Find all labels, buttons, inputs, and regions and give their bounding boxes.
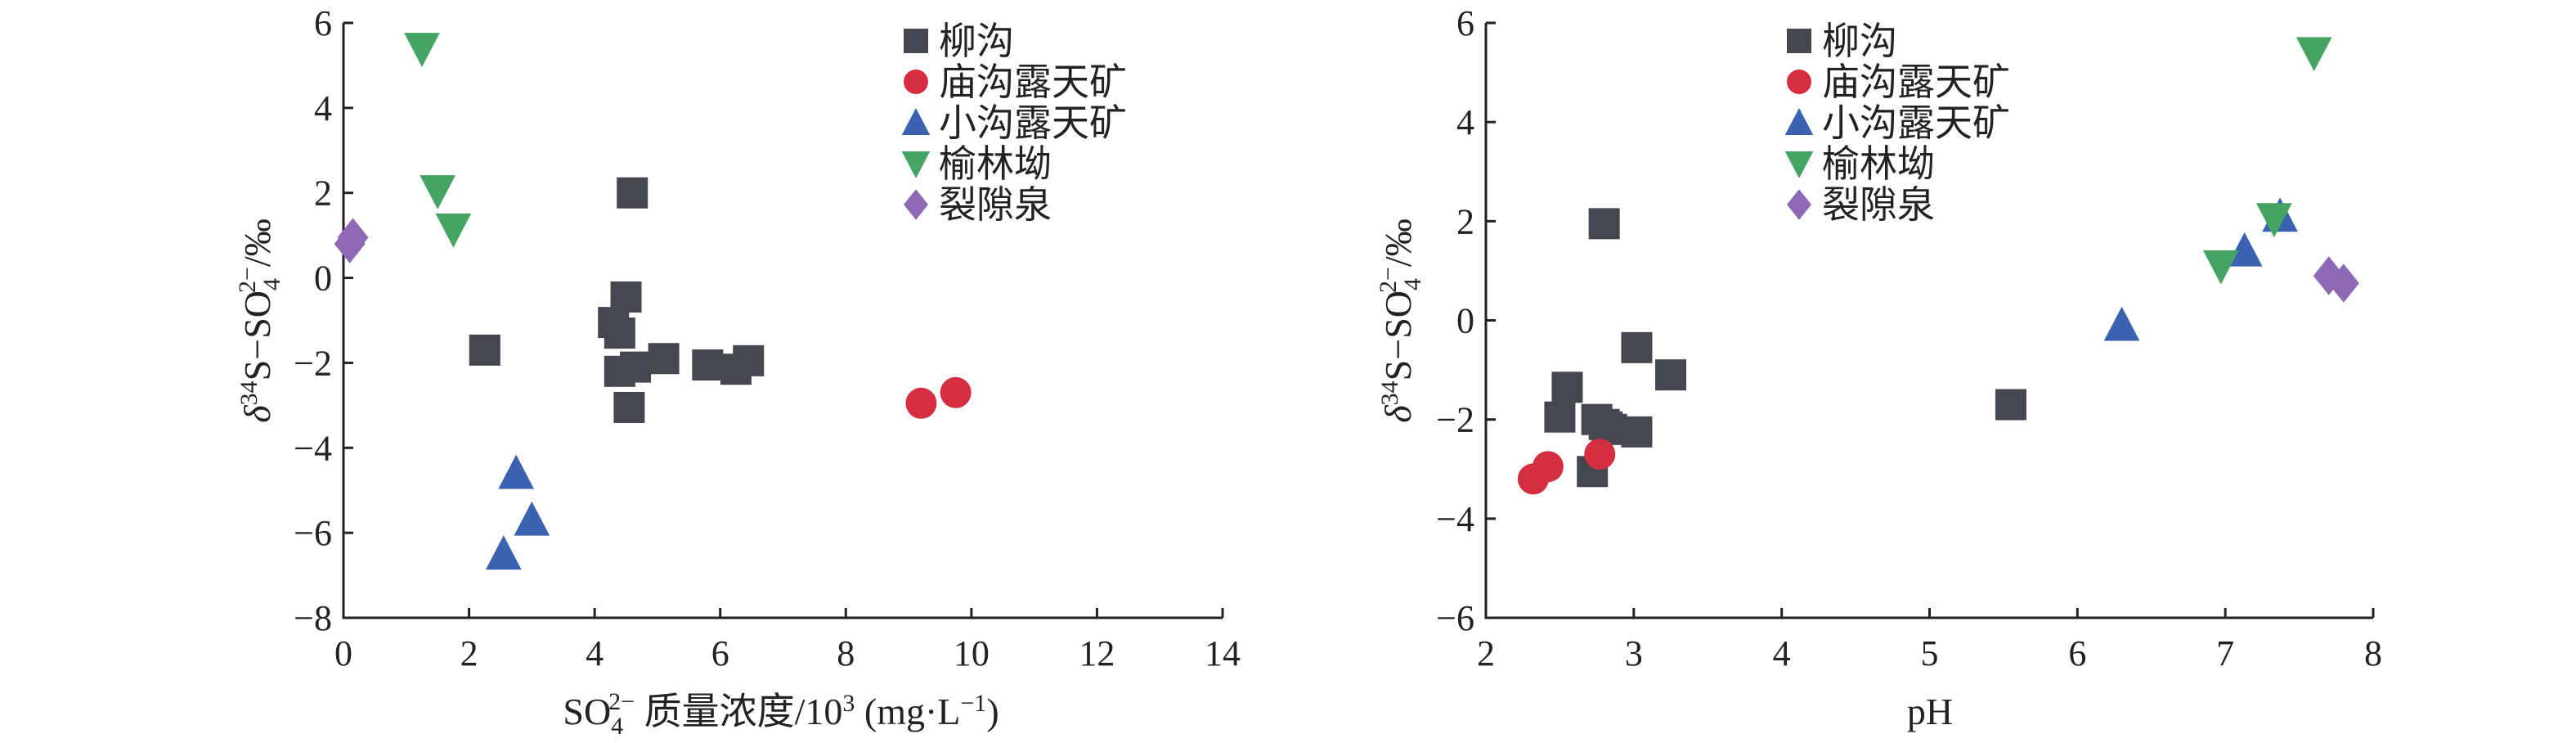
data-point-triangle-up — [485, 535, 522, 570]
x-tick-label: 6 — [711, 633, 729, 673]
data-point-square — [620, 351, 652, 383]
legend-marker-triangle-down — [901, 151, 931, 178]
data-point-square — [1588, 208, 1620, 240]
data-point-triangle-down — [404, 33, 440, 67]
data-point-square — [613, 391, 645, 423]
legend-marker-circle — [1787, 70, 1811, 94]
y-tick-label: 2 — [1456, 201, 1474, 241]
x-tick-label: 2 — [1477, 633, 1495, 673]
data-point-circle — [1584, 439, 1616, 471]
data-point-square — [1621, 416, 1653, 448]
data-point-triangle-down — [2296, 37, 2332, 72]
y-tick-label: 2 — [314, 173, 332, 214]
x-tick-label: 10 — [954, 633, 990, 673]
legend-label: 小沟露天矿 — [1822, 101, 2010, 145]
chart-ph: pH δ34S−SO42−/‰ 2 3 4 5 6 7 8 −6 −4 −2 0 2 4 6 柳沟庙沟露天矿… — [1375, 3, 2382, 732]
y-tick-label: −6 — [1436, 598, 1474, 638]
y-tick-label: 4 — [314, 88, 332, 128]
data-point-square — [1551, 372, 1583, 403]
legend-marker-circle — [904, 70, 928, 94]
legend-label: 柳沟 — [939, 19, 1014, 63]
legend-marker-triangle-up — [1784, 108, 1814, 135]
x-tick-label: 7 — [2216, 633, 2234, 673]
data-point-square — [692, 349, 724, 381]
legend-label: 榆林坳 — [1822, 142, 1935, 186]
x-tick-label: 14 — [1205, 633, 1241, 673]
x-tick-label: 5 — [1921, 633, 1939, 673]
y-tick-label: −6 — [294, 513, 332, 553]
data-point-circle — [940, 376, 972, 408]
x-tick-label: 4 — [1773, 633, 1791, 673]
data-point-diamond — [2327, 263, 2359, 303]
x-tick-label: 8 — [2364, 633, 2382, 673]
y-tick-label: 0 — [314, 259, 332, 299]
y-tick-label: −2 — [1436, 400, 1474, 440]
data-point-square — [604, 317, 635, 349]
legend-marker-diamond — [1787, 189, 1811, 220]
data-point-triangle-up — [2226, 232, 2263, 267]
data-point-circle — [1532, 451, 1564, 483]
legend-label: 庙沟露天矿 — [939, 60, 1127, 104]
data-point-square — [733, 344, 765, 376]
legend-label: 裂隙泉 — [939, 182, 1052, 227]
x-tick-label: 0 — [334, 633, 352, 673]
data-point-triangle-up — [498, 454, 535, 489]
data-point-diamond — [337, 218, 369, 257]
x-tick-label: 8 — [837, 633, 855, 673]
data-point-square — [469, 334, 500, 366]
x-tick-label: 3 — [1625, 633, 1643, 673]
y-tick-label: −8 — [294, 598, 332, 638]
data-point-circle — [905, 387, 937, 419]
x-axis-label: pH — [1907, 691, 1953, 732]
y-tick-label: 4 — [1456, 102, 1474, 142]
data-point-square — [617, 177, 648, 209]
y-tick-label: 0 — [1456, 301, 1474, 341]
data-point-square — [1621, 331, 1653, 363]
legend-label: 柳沟 — [1822, 19, 1897, 63]
data-point-square — [648, 343, 680, 375]
x-tick-label: 12 — [1079, 633, 1115, 673]
data-point-triangle-up — [2103, 306, 2140, 341]
y-tick-label: −2 — [294, 343, 332, 383]
x-tick-label: 6 — [2068, 633, 2086, 673]
data-point-square — [1655, 359, 1687, 391]
legend-label: 裂隙泉 — [1822, 182, 1935, 227]
legend-marker-triangle-down — [1784, 151, 1814, 178]
data-point-square — [1544, 401, 1576, 433]
data-point-triangle-down — [2255, 203, 2292, 238]
legend-label: 小沟露天矿 — [939, 101, 1127, 145]
legend-marker-triangle-up — [901, 108, 931, 135]
x-tick-label: 2 — [460, 633, 478, 673]
legend-marker-diamond — [904, 189, 928, 220]
y-tick-label: 6 — [1456, 3, 1474, 43]
legend-label: 庙沟露天矿 — [1822, 60, 2010, 104]
data-point-square — [1591, 411, 1623, 443]
data-point-square — [1995, 389, 2026, 421]
y-axis-label: δ34S−SO42−/‰ — [1375, 218, 1426, 422]
y-tick-label: −4 — [294, 428, 332, 468]
x-axis-label: SO42− 质量浓度/103 (mg·L−1) — [563, 688, 999, 740]
y-tick-label: 6 — [314, 3, 332, 43]
x-tick-label: 4 — [586, 633, 604, 673]
legend-marker-square — [904, 29, 928, 53]
y-axis-label: δ34S−SO42−/‰ — [234, 218, 285, 422]
legend-label: 榆林坳 — [939, 142, 1052, 186]
data-point-triangle-down — [2202, 250, 2239, 285]
chart-so4-concentration: SO42− 质量浓度/103 (mg·L−1) δ34S−SO42−/‰ 0 2 4… — [234, 3, 1241, 740]
data-point-triangle-down — [420, 175, 456, 209]
legend-marker-square — [1787, 29, 1811, 53]
data-point-triangle-down — [435, 213, 472, 248]
y-tick-label: −4 — [1436, 499, 1474, 539]
data-point-triangle-up — [514, 501, 550, 536]
